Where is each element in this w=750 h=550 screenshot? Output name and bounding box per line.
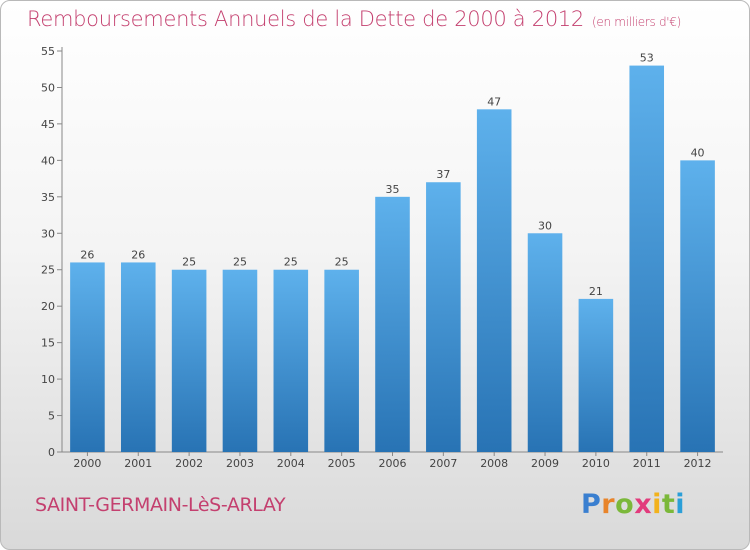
proxiti-logo[interactable]: Proxiti [581, 489, 685, 520]
logo-letter: P [581, 489, 602, 520]
x-tick-label: 2010 [582, 457, 610, 470]
y-tick-label: 5 [48, 410, 55, 423]
bar-2010 [578, 298, 614, 452]
x-tick-label: 2003 [226, 457, 254, 470]
x-tick-label: 2004 [277, 457, 305, 470]
data-label-2005: 25 [335, 256, 349, 269]
chart-title-text: Remboursements Annuels de la Dette de 20… [27, 7, 584, 31]
chart-bars [70, 65, 715, 452]
data-label-2001: 26 [131, 248, 145, 261]
data-label-2012: 40 [691, 146, 705, 159]
chart-title: Remboursements Annuels de la Dette de 20… [27, 7, 681, 31]
x-tick-label: 2012 [684, 457, 712, 470]
x-tick-label: 2011 [633, 457, 661, 470]
chart-unit: (en milliers d'€) [592, 15, 682, 29]
bar-2002 [171, 269, 207, 452]
y-tick-label: 10 [41, 373, 55, 386]
commune-name: SAINT-GERMAIN-LèS-ARLAY [35, 494, 286, 516]
data-label-2009: 30 [538, 219, 552, 232]
y-tick-label: 35 [41, 191, 55, 204]
bar-2009 [527, 233, 563, 452]
bar-2004 [273, 269, 309, 452]
x-tick-label: 2000 [73, 457, 101, 470]
logo-letter: x [634, 489, 653, 520]
x-tick-label: 2001 [124, 457, 152, 470]
x-tick-label: 2002 [175, 457, 203, 470]
bar-2006 [375, 196, 410, 452]
data-label-2002: 25 [182, 256, 196, 269]
y-tick-label: 30 [41, 227, 55, 240]
x-tick-label: 2007 [429, 457, 457, 470]
logo-letter: i [652, 489, 662, 520]
data-label-2008: 47 [487, 95, 501, 108]
data-label-2011: 53 [640, 52, 654, 65]
chart-axes: 0 5 10 15 20 25 30 35 40 45 50 55 2000 2001 2002 2003 20… [41, 45, 723, 470]
x-tick-label: 2005 [328, 457, 356, 470]
data-label-2004: 25 [284, 256, 298, 269]
x-tick-label: 2008 [480, 457, 508, 470]
data-label-2006: 35 [386, 183, 400, 196]
y-tick-label: 40 [41, 154, 55, 167]
y-tick-label: 20 [41, 300, 55, 313]
bar-2000 [70, 262, 105, 452]
y-tick-label: 25 [41, 264, 55, 277]
y-tick-label: 55 [41, 45, 55, 58]
logo-letter: r [601, 489, 616, 520]
data-label-2010: 21 [589, 285, 603, 298]
logo-letter: i [675, 489, 686, 520]
data-label-2007: 37 [436, 168, 450, 181]
bar-2007 [426, 182, 461, 452]
data-label-2000: 26 [80, 248, 94, 261]
y-tick-label: 15 [41, 337, 55, 350]
bar-2011 [629, 65, 665, 452]
bar-2012 [680, 160, 715, 452]
data-label-2003: 25 [233, 256, 247, 269]
bar-2003 [222, 269, 258, 452]
y-tick-label: 0 [48, 446, 55, 459]
logo-letter: o [615, 489, 635, 520]
y-tick-label: 45 [41, 118, 55, 131]
x-tick-label: 2009 [531, 457, 559, 470]
bar-2005 [324, 269, 359, 452]
bar-2001 [120, 262, 156, 452]
y-tick-label: 50 [41, 81, 55, 94]
logo-letter: t [661, 489, 676, 520]
x-tick-label: 2006 [379, 457, 407, 470]
bar-2008 [476, 109, 512, 452]
chart-data-labels: 26 26 25 25 25 25 35 37 47 30 21 53 40 [80, 52, 704, 298]
